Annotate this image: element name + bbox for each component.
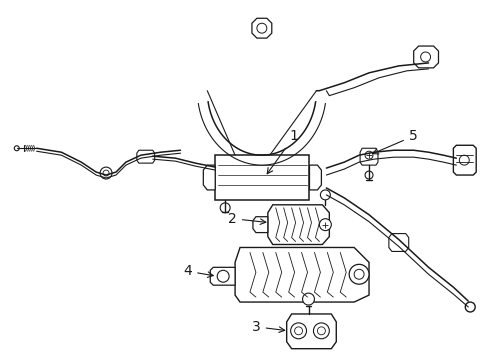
Circle shape	[420, 52, 429, 62]
Polygon shape	[137, 150, 154, 163]
Circle shape	[217, 270, 229, 282]
Bar	[215, 155, 309, 200]
Polygon shape	[286, 314, 336, 349]
Polygon shape	[359, 148, 377, 165]
Text: 3: 3	[251, 320, 284, 334]
Circle shape	[220, 203, 230, 213]
Circle shape	[103, 170, 109, 176]
Circle shape	[365, 151, 372, 159]
Circle shape	[313, 323, 328, 339]
Circle shape	[464, 302, 474, 312]
Polygon shape	[252, 217, 267, 233]
Circle shape	[302, 293, 314, 305]
Circle shape	[317, 327, 325, 335]
Polygon shape	[235, 247, 368, 302]
Circle shape	[256, 23, 266, 33]
Circle shape	[319, 219, 331, 231]
Polygon shape	[267, 205, 328, 244]
Text: 5: 5	[372, 129, 417, 154]
Polygon shape	[210, 267, 235, 285]
Polygon shape	[309, 165, 321, 190]
Circle shape	[290, 323, 306, 339]
Circle shape	[365, 171, 372, 179]
Circle shape	[14, 146, 19, 151]
Circle shape	[294, 327, 302, 335]
Circle shape	[320, 190, 330, 200]
Text: 4: 4	[183, 264, 213, 278]
Text: 2: 2	[228, 212, 265, 226]
Text: 1: 1	[266, 129, 298, 174]
Circle shape	[100, 167, 112, 179]
Polygon shape	[388, 234, 408, 251]
Circle shape	[353, 269, 364, 279]
Polygon shape	[413, 46, 438, 68]
Circle shape	[458, 155, 468, 165]
Circle shape	[348, 264, 368, 284]
Polygon shape	[251, 18, 271, 38]
Polygon shape	[203, 165, 215, 190]
Polygon shape	[452, 145, 475, 175]
